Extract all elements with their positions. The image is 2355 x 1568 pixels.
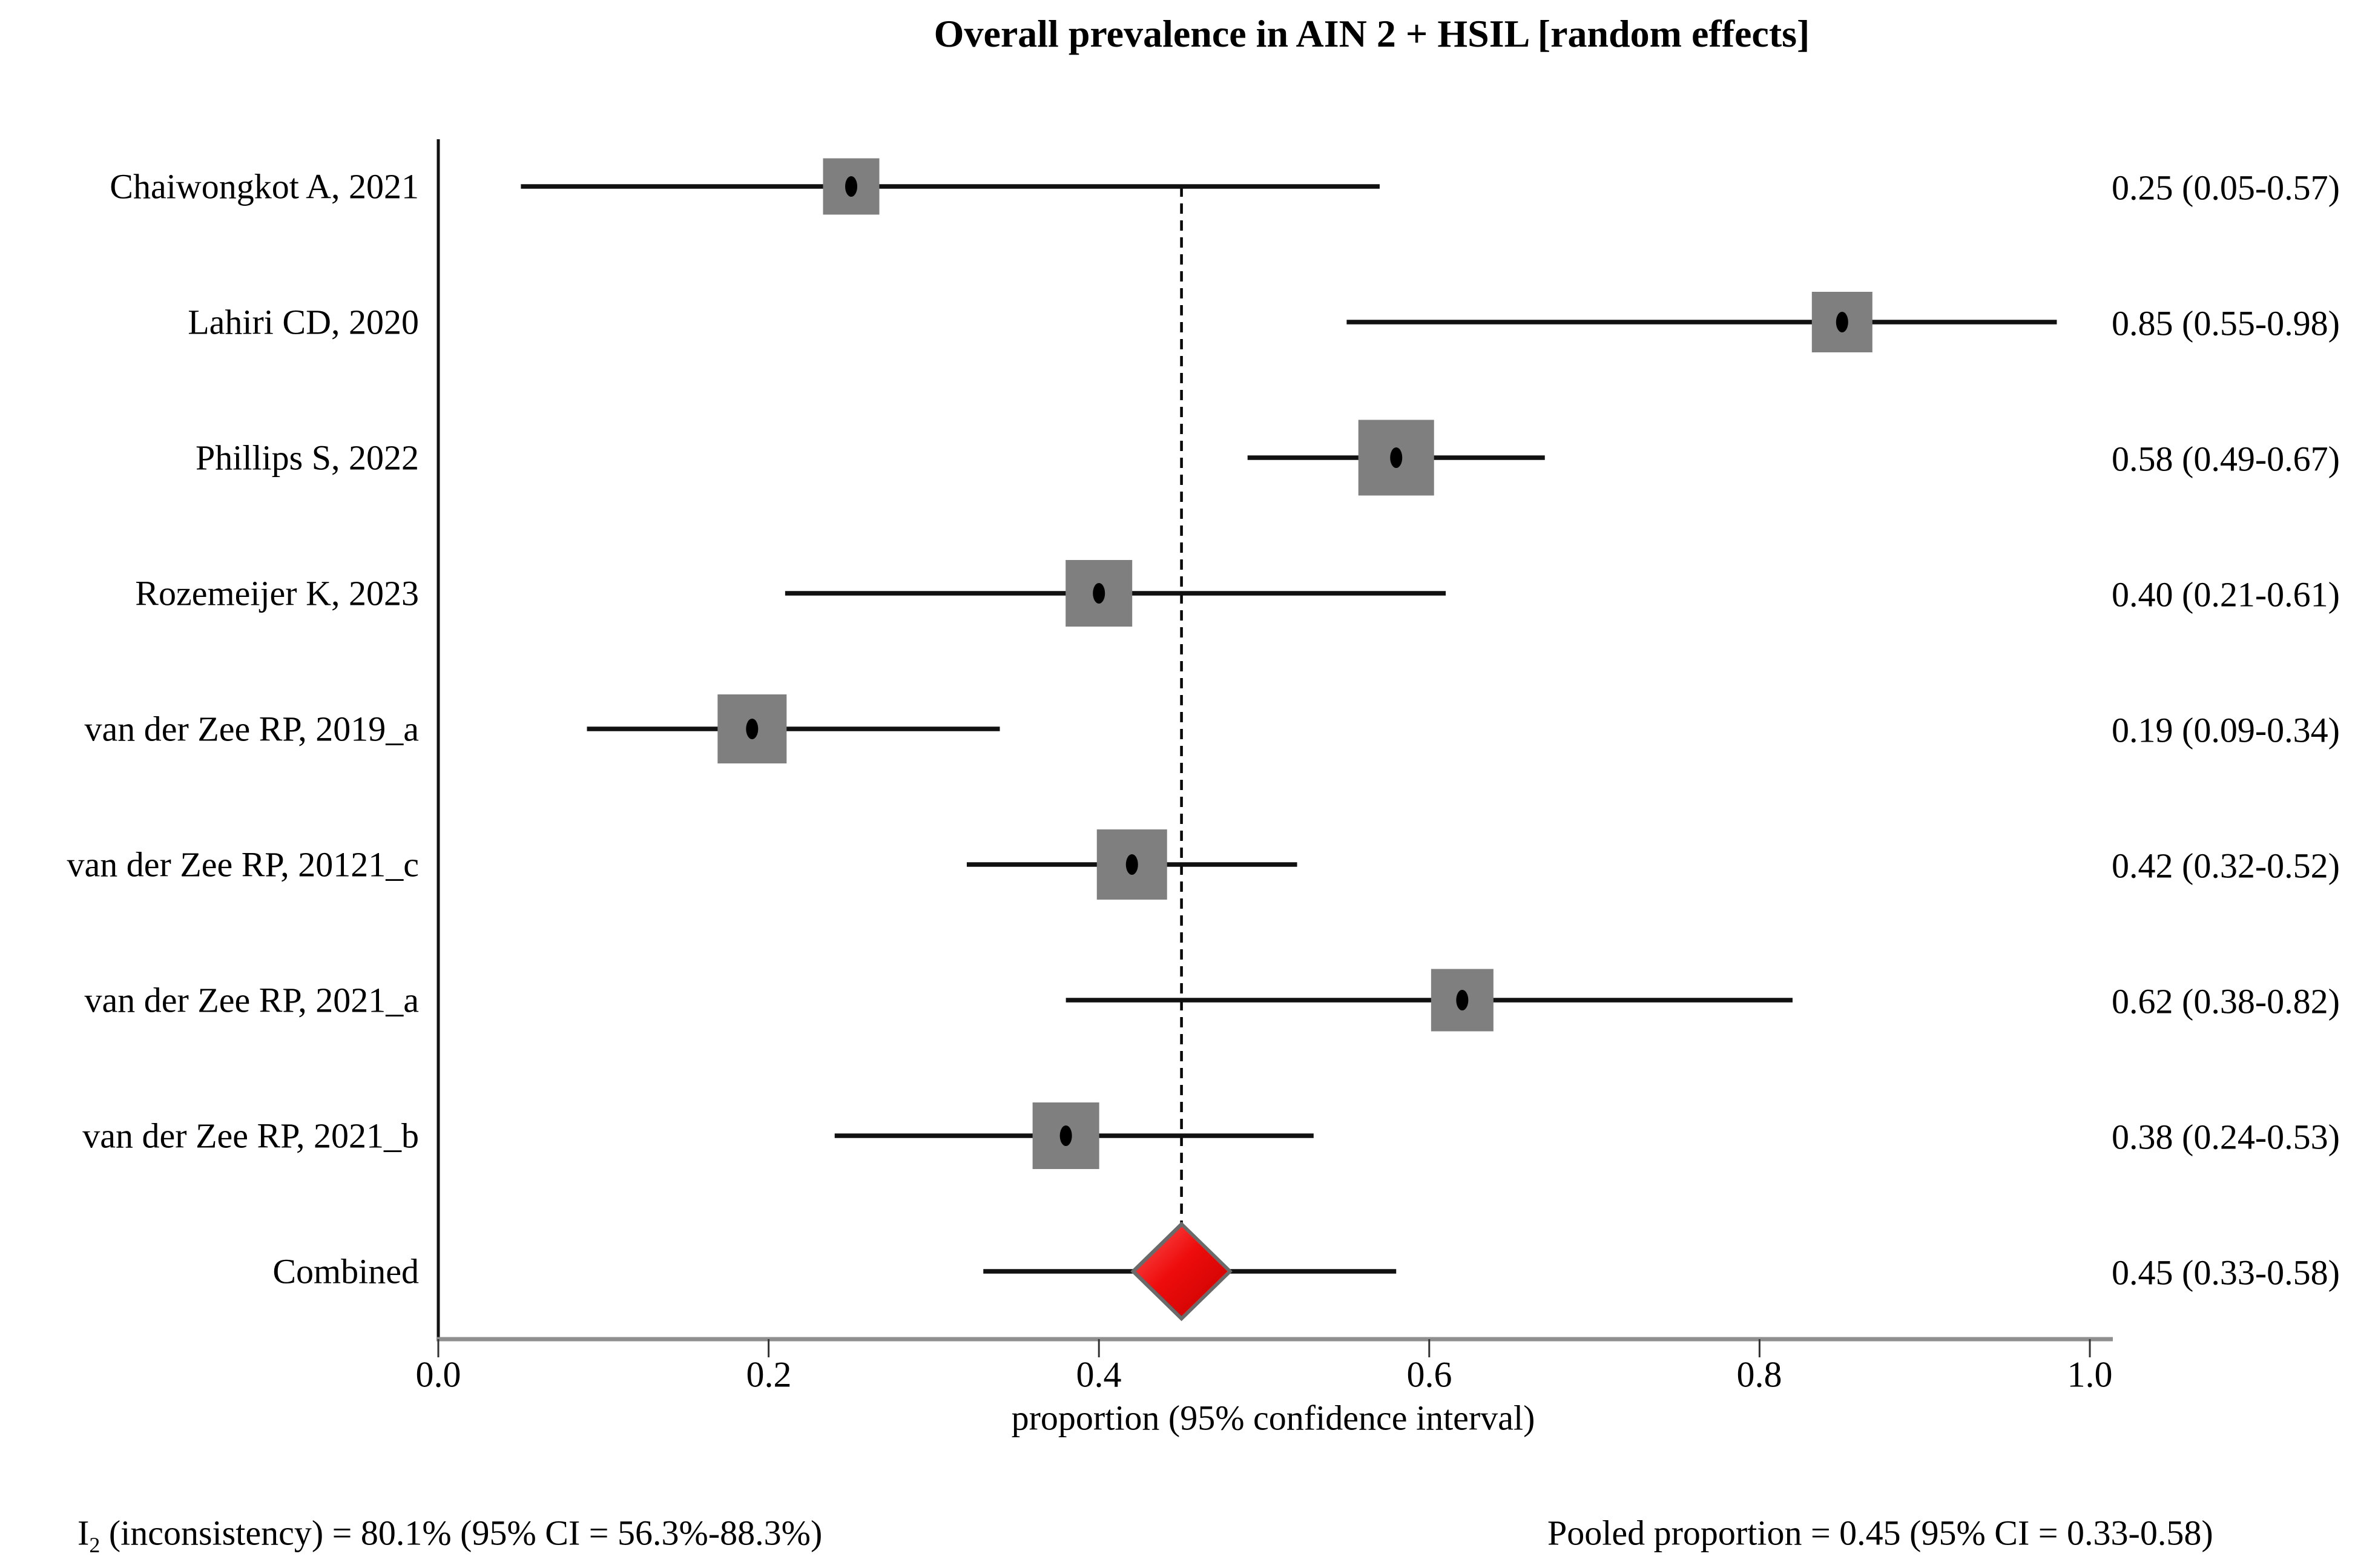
point-estimate-dot bbox=[1390, 447, 1403, 468]
study-label: van der Zee RP, 20121_c bbox=[67, 845, 419, 884]
x-tick-label: 0.6 bbox=[1406, 1354, 1452, 1395]
heterogeneity-footnote: I2 (inconsistency) = 80.1% (95% CI = 56.… bbox=[77, 1513, 823, 1556]
study-label: Lahiri CD, 2020 bbox=[188, 302, 419, 342]
effect-value: 0.42 (0.32-0.52) bbox=[2112, 846, 2340, 886]
study-label: van der Zee RP, 2021_a bbox=[84, 980, 419, 1020]
x-axis-title: proportion (95% confidence interval) bbox=[1011, 1398, 1535, 1438]
combined-effect-value: 0.45 (0.33-0.58) bbox=[2112, 1253, 2340, 1293]
study-label: Rozemeijer K, 2023 bbox=[135, 573, 419, 613]
x-tick-label: 0.2 bbox=[746, 1354, 792, 1395]
combined-label: Combined bbox=[272, 1251, 419, 1291]
point-estimate-dot bbox=[845, 176, 857, 197]
effect-value: 0.38 (0.24-0.53) bbox=[2112, 1117, 2340, 1157]
point-estimate-dot bbox=[1059, 1125, 1072, 1146]
point-estimate-dot bbox=[746, 719, 759, 739]
effect-value: 0.58 (0.49-0.67) bbox=[2112, 439, 2340, 479]
point-estimate-dot bbox=[1125, 854, 1138, 875]
x-tick-label: 0.8 bbox=[1736, 1354, 1782, 1395]
study-label: Phillips S, 2022 bbox=[195, 438, 419, 478]
effect-value: 0.25 (0.05-0.57) bbox=[2112, 168, 2340, 208]
combined-diamond bbox=[1130, 1221, 1233, 1322]
i-squared-subscript: 2 bbox=[89, 1533, 100, 1558]
point-estimate-dot bbox=[1093, 583, 1105, 604]
effect-value: 0.19 (0.09-0.34) bbox=[2112, 710, 2340, 750]
x-tick-label: 1.0 bbox=[2067, 1354, 2113, 1395]
chart-title: Overall prevalence in AIN 2 + HSIL [rand… bbox=[934, 12, 1810, 55]
effect-value: 0.85 (0.55-0.98) bbox=[2112, 303, 2340, 343]
x-tick-label: 0.0 bbox=[415, 1354, 461, 1395]
effect-value: 0.40 (0.21-0.61) bbox=[2112, 575, 2340, 614]
x-tick-label: 0.4 bbox=[1076, 1354, 1122, 1395]
effect-value: 0.62 (0.38-0.82) bbox=[2112, 981, 2340, 1021]
i-squared-symbol: I bbox=[77, 1513, 90, 1553]
point-estimate-dot bbox=[1836, 312, 1848, 332]
heterogeneity-text: (inconsistency) = 80.1% (95% CI = 56.3%-… bbox=[100, 1513, 823, 1553]
study-label: van der Zee RP, 2021_b bbox=[82, 1116, 419, 1156]
point-estimate-dot bbox=[1456, 990, 1469, 1010]
pooled-proportion-footnote: Pooled proportion = 0.45 (95% CI = 0.33-… bbox=[1547, 1513, 2213, 1553]
study-label: Chaiwongkot A, 2021 bbox=[110, 166, 419, 206]
study-label: van der Zee RP, 2019_a bbox=[84, 709, 419, 749]
